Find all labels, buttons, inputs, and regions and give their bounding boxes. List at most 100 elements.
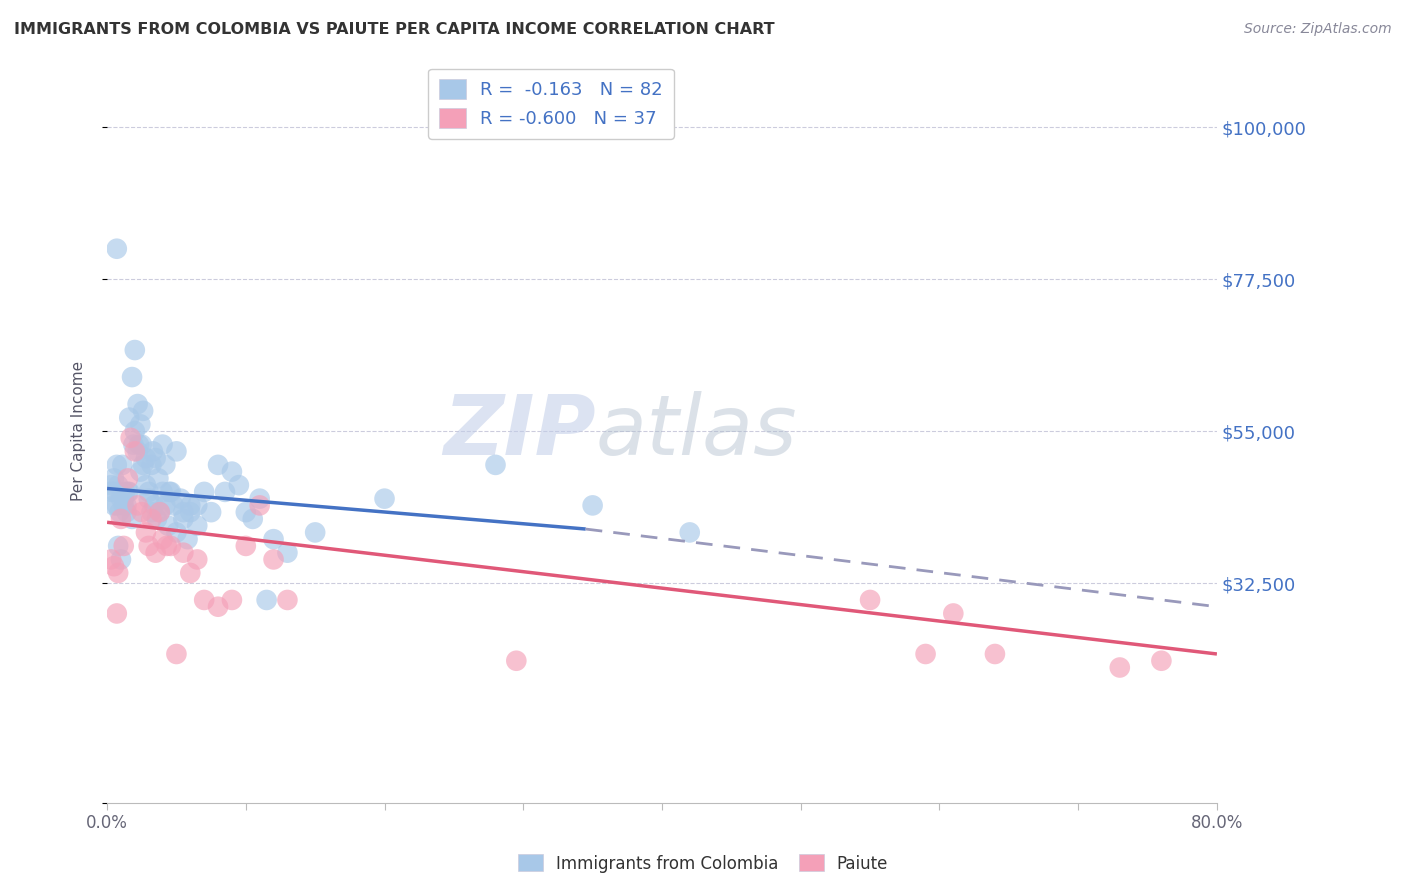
Legend: R =  -0.163   N = 82, R = -0.600   N = 37: R = -0.163 N = 82, R = -0.600 N = 37 bbox=[427, 69, 673, 139]
Point bbox=[228, 478, 250, 492]
Point bbox=[103, 499, 125, 513]
Point bbox=[169, 491, 191, 506]
Point bbox=[221, 465, 243, 479]
Point bbox=[142, 444, 165, 458]
Point bbox=[276, 593, 298, 607]
Point bbox=[108, 505, 131, 519]
Point bbox=[135, 451, 157, 466]
Point bbox=[160, 539, 183, 553]
Point bbox=[124, 424, 146, 438]
Point bbox=[143, 499, 166, 513]
Legend: Immigrants from Colombia, Paiute: Immigrants from Colombia, Paiute bbox=[512, 847, 894, 880]
Point bbox=[105, 458, 128, 472]
Point bbox=[249, 499, 271, 513]
Point bbox=[1108, 660, 1130, 674]
Point bbox=[115, 499, 138, 513]
Point bbox=[138, 539, 160, 553]
Point bbox=[146, 512, 169, 526]
Point bbox=[160, 484, 183, 499]
Point bbox=[263, 552, 285, 566]
Point bbox=[112, 539, 135, 553]
Point bbox=[193, 484, 215, 499]
Point bbox=[141, 505, 163, 519]
Point bbox=[115, 505, 138, 519]
Point bbox=[484, 458, 506, 472]
Point bbox=[984, 647, 1007, 661]
Point bbox=[242, 512, 264, 526]
Point bbox=[118, 484, 141, 499]
Point bbox=[105, 499, 128, 513]
Point bbox=[110, 491, 132, 506]
Point bbox=[155, 499, 177, 513]
Point bbox=[127, 499, 149, 513]
Point bbox=[179, 566, 201, 580]
Text: Source: ZipAtlas.com: Source: ZipAtlas.com bbox=[1244, 22, 1392, 37]
Point bbox=[135, 478, 157, 492]
Point bbox=[172, 512, 194, 526]
Point bbox=[156, 539, 179, 553]
Point bbox=[112, 499, 135, 513]
Point bbox=[172, 546, 194, 560]
Point bbox=[120, 431, 142, 445]
Text: atlas: atlas bbox=[595, 391, 797, 472]
Point bbox=[159, 484, 181, 499]
Point bbox=[165, 647, 187, 661]
Point bbox=[121, 370, 143, 384]
Y-axis label: Per Capita Income: Per Capita Income bbox=[72, 361, 86, 501]
Point bbox=[186, 552, 208, 566]
Point bbox=[304, 525, 326, 540]
Point bbox=[127, 444, 149, 458]
Point bbox=[214, 484, 236, 499]
Text: IMMIGRANTS FROM COLOMBIA VS PAIUTE PER CAPITA INCOME CORRELATION CHART: IMMIGRANTS FROM COLOMBIA VS PAIUTE PER C… bbox=[14, 22, 775, 37]
Point bbox=[373, 491, 395, 506]
Point bbox=[107, 539, 129, 553]
Point bbox=[117, 471, 139, 485]
Point bbox=[121, 512, 143, 526]
Point bbox=[179, 505, 201, 519]
Text: ZIP: ZIP bbox=[443, 391, 595, 472]
Point bbox=[117, 484, 139, 499]
Point bbox=[505, 654, 527, 668]
Point bbox=[114, 484, 136, 499]
Point bbox=[145, 451, 167, 466]
Point bbox=[118, 410, 141, 425]
Point bbox=[148, 471, 170, 485]
Point bbox=[135, 525, 157, 540]
Point bbox=[107, 566, 129, 580]
Point bbox=[172, 505, 194, 519]
Point bbox=[110, 552, 132, 566]
Point bbox=[942, 607, 965, 621]
Point bbox=[235, 505, 257, 519]
Point bbox=[152, 437, 174, 451]
Point bbox=[581, 499, 603, 513]
Point bbox=[221, 593, 243, 607]
Point bbox=[105, 607, 128, 621]
Point bbox=[155, 458, 177, 472]
Point bbox=[105, 242, 128, 256]
Point bbox=[107, 478, 129, 492]
Point bbox=[131, 437, 153, 451]
Point bbox=[207, 458, 229, 472]
Point bbox=[263, 532, 285, 546]
Point bbox=[276, 546, 298, 560]
Point bbox=[138, 484, 160, 499]
Point bbox=[132, 404, 155, 418]
Point bbox=[256, 593, 278, 607]
Point bbox=[679, 525, 702, 540]
Point bbox=[103, 471, 125, 485]
Point bbox=[235, 539, 257, 553]
Point bbox=[149, 505, 172, 519]
Point bbox=[129, 417, 152, 432]
Point bbox=[100, 484, 122, 499]
Point bbox=[914, 647, 936, 661]
Point bbox=[100, 478, 122, 492]
Point bbox=[124, 343, 146, 357]
Point bbox=[163, 499, 186, 513]
Point bbox=[128, 437, 150, 451]
Point bbox=[138, 491, 160, 506]
Point bbox=[165, 444, 187, 458]
Point bbox=[110, 512, 132, 526]
Point bbox=[152, 532, 174, 546]
Point bbox=[145, 546, 167, 560]
Point bbox=[859, 593, 882, 607]
